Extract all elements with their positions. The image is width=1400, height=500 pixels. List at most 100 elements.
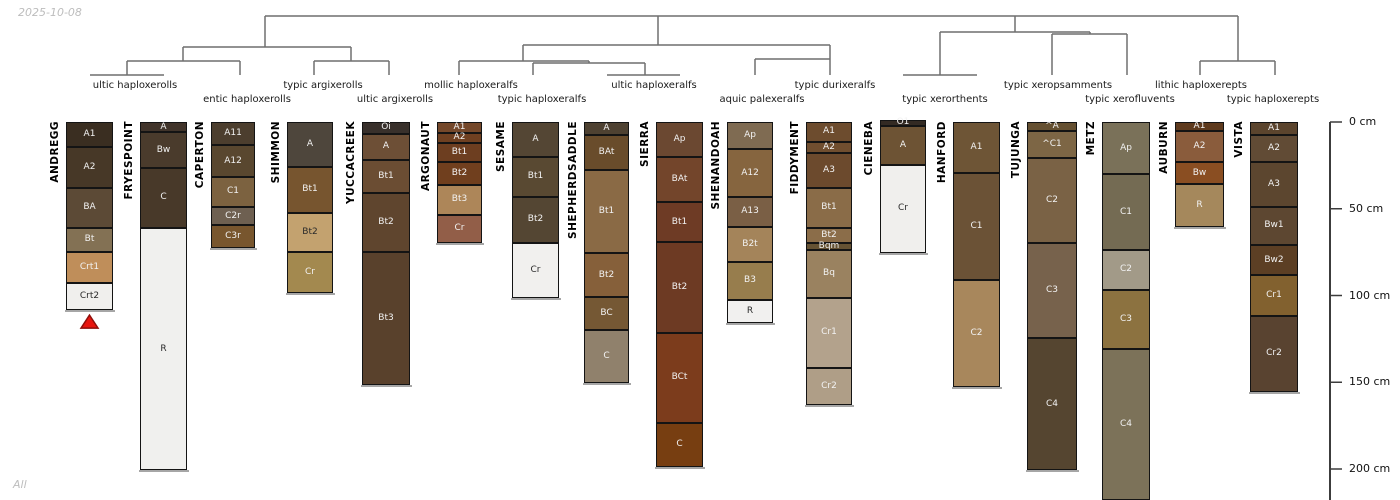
dendrogram-leaf-label: lithic haploxerepts (1155, 80, 1247, 91)
profile-name-sesame: SESAME (495, 121, 507, 173)
horizon-fiddyment-bt2: Bt2 (806, 228, 852, 243)
horizon-vista-cr1: Cr1 (1250, 275, 1298, 316)
depth-axis-tick-label: 200 cm (1349, 462, 1391, 475)
profile-bottom-shadow (436, 242, 484, 245)
horizon-andregg-a2: A2 (66, 146, 113, 188)
horizon-shepherdsaddle-bat: BAt (584, 135, 629, 171)
horizon-fryespoint-r: R (140, 228, 187, 471)
profile-bottom-shadow (583, 382, 631, 385)
dendrogram-leaf-label: typic argixerolls (283, 80, 363, 91)
footer-filter-label: All (13, 478, 27, 491)
horizon-sesame-a: A (512, 122, 559, 158)
horizon-andregg-bt: Bt (66, 228, 113, 252)
horizon-shepherdsaddle-bc: BC (584, 297, 629, 330)
horizon-yuccacreek-bt1: Bt1 (362, 159, 410, 193)
horizon-shimmon-bt1: Bt1 (287, 166, 333, 213)
dendrogram-leaf-label: aquic palexeralfs (719, 94, 805, 105)
horizon-shimmon-bt2: Bt2 (287, 212, 333, 252)
dendrogram-leaf-label: ultic haploxeralfs (611, 80, 697, 91)
horizon-sesame-bt2: Bt2 (512, 196, 559, 243)
dendrogram-leaf-label: typic haploxerepts (1226, 94, 1320, 105)
horizon-tujunga-c2: C2 (1027, 157, 1077, 243)
horizon-sierra-bt1: Bt1 (656, 201, 703, 243)
horizon-fiddyment-bqm: Bqm (806, 241, 852, 251)
horizon-fryespoint-a: A (140, 122, 187, 133)
profile-name-fryespoint: FRYESPOINT (123, 121, 135, 200)
profile-bottom-shadow (1026, 470, 1079, 473)
horizon-sierra-bat: BAt (656, 157, 703, 202)
horizon-metz-c3: C3 (1102, 289, 1150, 349)
profile-bottom-shadow (1174, 226, 1226, 229)
horizon-caperton-c3r: C3r (211, 225, 255, 248)
horizon-sesame-bt1: Bt1 (512, 157, 559, 197)
profile-bottom-shadow (805, 404, 854, 407)
profile-name-yuccacreek: YUCCACREEK (345, 121, 357, 204)
horizon-fiddyment-cr2: Cr2 (806, 368, 852, 405)
horizon-caperton-a11: A11 (211, 122, 255, 146)
profile-bottom-shadow (879, 252, 928, 255)
horizon-cieneba-a: A (880, 125, 926, 166)
horizon-tujunga-^a: ^A (1027, 122, 1077, 132)
horizon-vista-a2: A2 (1250, 135, 1298, 163)
horizon-caperton-c2r: C2r (211, 207, 255, 226)
horizon-fiddyment-a2: A2 (806, 141, 852, 154)
profile-name-fiddyment: FIDDYMENT (789, 121, 801, 195)
horizon-sierra-ap: Ap (656, 122, 703, 158)
profile-name-sierra: SIERRA (639, 121, 651, 167)
profile-name-argonaut: ARGONAUT (420, 121, 432, 192)
horizon-fiddyment-bt1: Bt1 (806, 187, 852, 228)
profile-name-andregg: ANDREGG (49, 121, 61, 183)
horizon-shepherdsaddle-bt2: Bt2 (584, 252, 629, 298)
horizon-sesame-cr: Cr (512, 242, 559, 298)
horizon-argonaut-a1: A1 (437, 122, 482, 133)
profile-bottom-shadow (1249, 391, 1300, 394)
horizon-shepherdsaddle-a: A (584, 122, 629, 135)
profile-name-vista: VISTA (1233, 121, 1245, 158)
horizon-tujunga-^c1: ^C1 (1027, 131, 1077, 158)
horizon-tujunga-c3: C3 (1027, 242, 1077, 338)
horizon-andregg-a1: A1 (66, 122, 113, 147)
horizon-vista-bw2: Bw2 (1250, 245, 1298, 275)
horizon-andregg-ba: BA (66, 187, 113, 228)
horizon-vista-bw1: Bw1 (1250, 207, 1298, 245)
horizon-auburn-a1: A1 (1175, 122, 1224, 132)
profile-name-hanford: HANFORD (936, 121, 948, 184)
dendrogram-leaf-label: mollic haploxeralfs (424, 80, 518, 91)
profile-name-auburn: AUBURN (1158, 121, 1170, 174)
horizon-shimmon-cr: Cr (287, 251, 333, 294)
horizon-shenandoah-ap: Ap (727, 122, 773, 150)
horizon-caperton-c1: C1 (211, 176, 255, 207)
profile-bottom-shadow (655, 466, 705, 469)
dendrogram-leaf-label: typic xerorthents (902, 94, 988, 105)
horizon-caperton-a12: A12 (211, 145, 255, 177)
dendrogram-leaf-label: typic xeropsamments (1003, 80, 1113, 91)
horizon-shepherdsaddle-bt1: Bt1 (584, 170, 629, 253)
dendrogram-leaf-label: typic xerofluvents (1085, 94, 1175, 105)
horizon-shenandoah-r: R (727, 300, 773, 324)
horizon-sierra-bct: BCt (656, 332, 703, 423)
profile-name-shimmon: SHIMMON (270, 121, 282, 184)
horizon-shepherdsaddle-c: C (584, 330, 629, 383)
horizon-sierra-c: C (656, 423, 703, 467)
horizon-yuccacreek-bt3: Bt3 (362, 251, 410, 385)
horizon-vista-a1: A1 (1250, 122, 1298, 135)
profile-bottom-shadow (65, 310, 115, 313)
profile-bottom-shadow (726, 323, 775, 326)
horizon-shenandoah-a13: A13 (727, 196, 773, 227)
horizon-fiddyment-cr1: Cr1 (806, 297, 852, 369)
depth-axis-tick-label: 0 cm (1349, 115, 1377, 128)
profile-name-shepherdsaddle: SHEPHERDSADDLE (567, 121, 579, 239)
horizon-cieneba-o1: O1 (880, 118, 926, 127)
horizon-auburn-bw: Bw (1175, 162, 1224, 184)
horizon-metz-c4: C4 (1102, 348, 1150, 500)
horizon-tujunga-c4: C4 (1027, 338, 1077, 471)
horizon-yuccacreek-oi: Oi (362, 122, 410, 134)
horizon-metz-ap: Ap (1102, 122, 1150, 175)
horizon-auburn-r: R (1175, 183, 1224, 227)
horizon-shenandoah-b3: B3 (727, 262, 773, 300)
horizon-shenandoah-b2t: B2t (727, 226, 773, 262)
horizon-hanford-c2: C2 (953, 280, 1000, 387)
horizon-argonaut-a2: A2 (437, 132, 482, 143)
